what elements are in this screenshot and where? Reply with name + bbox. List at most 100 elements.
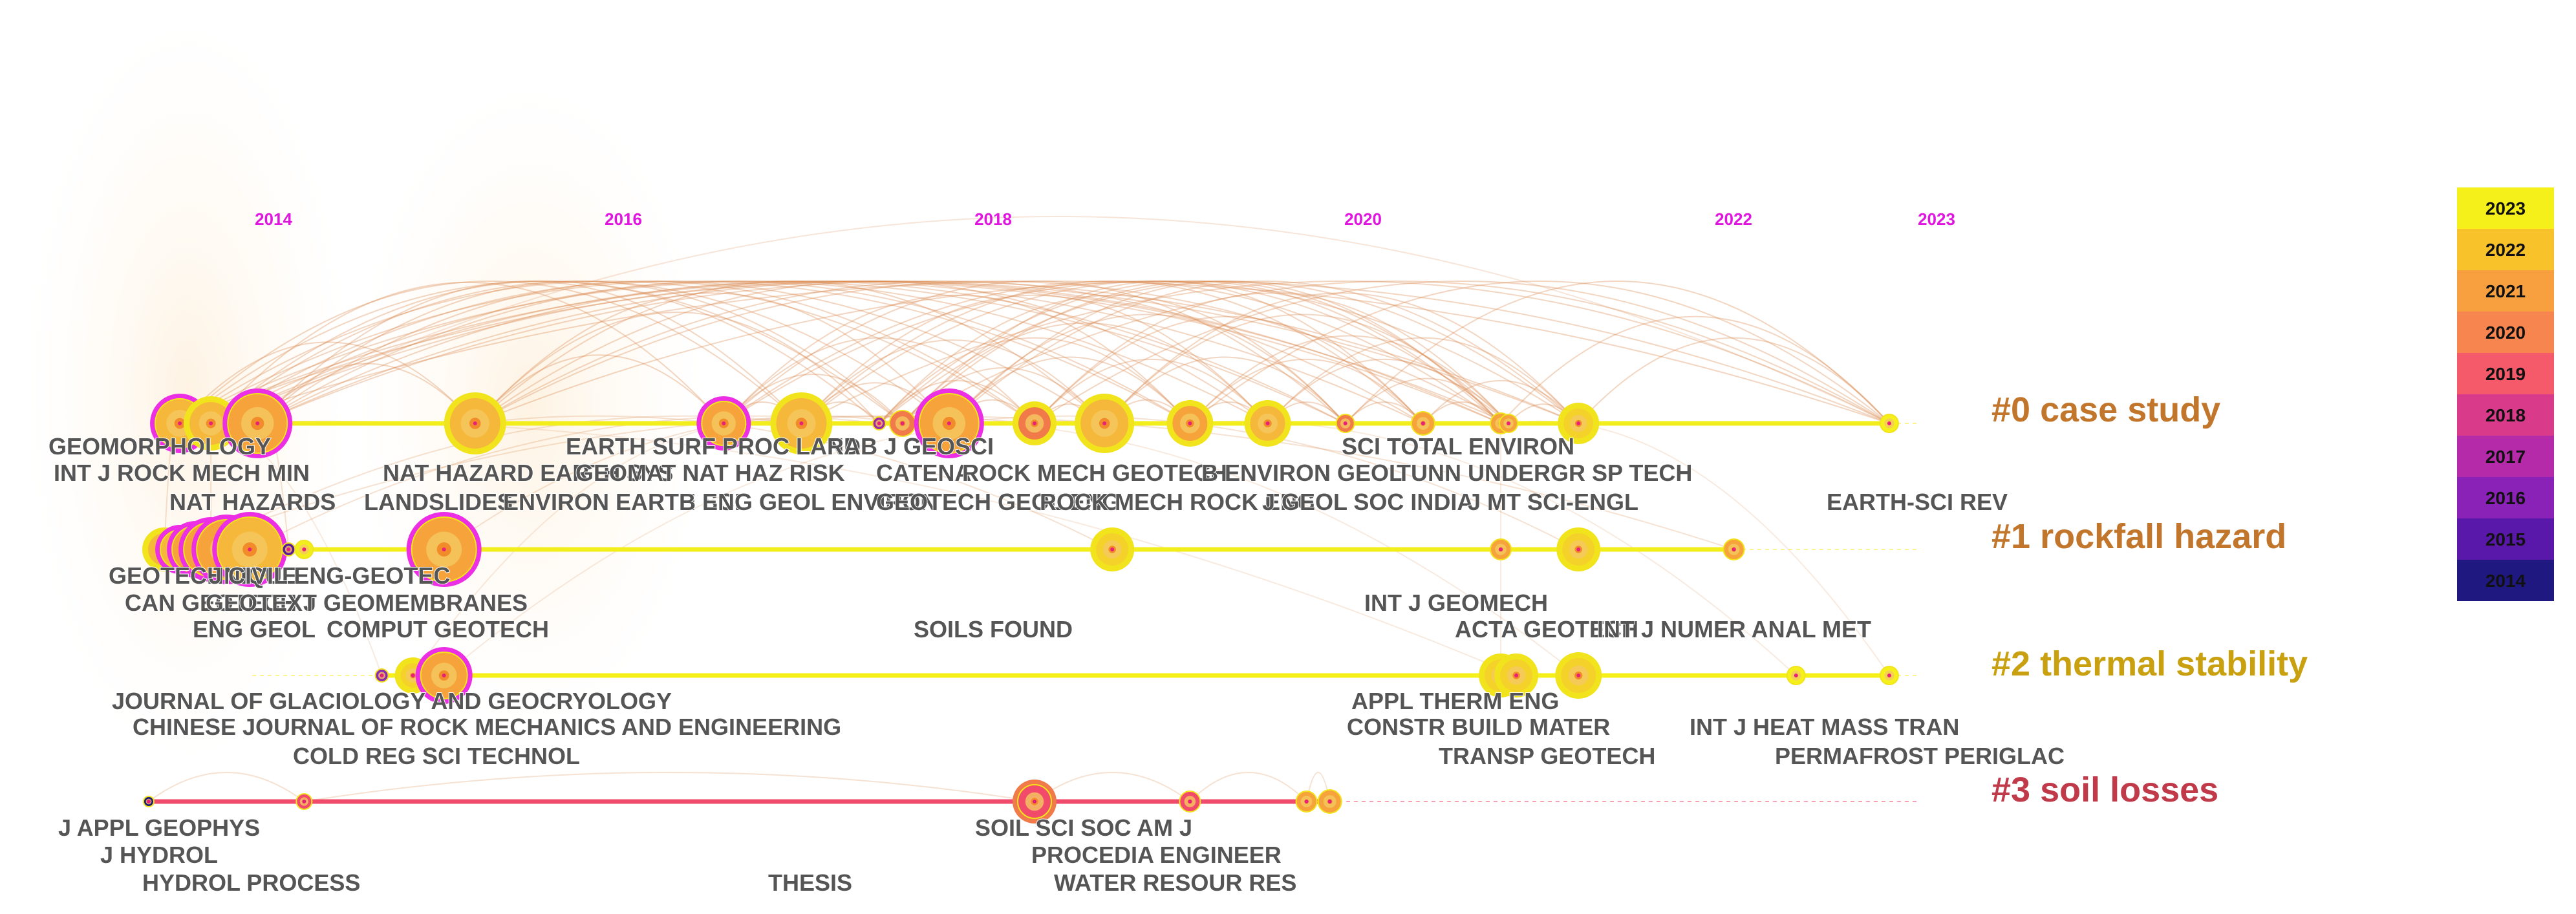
- node-label: THESIS: [768, 869, 852, 896]
- citation-arc: [723, 373, 903, 424]
- citation-arc: [257, 281, 802, 424]
- legend-swatch: [2457, 270, 2554, 312]
- year-tick: 2022: [1715, 209, 1752, 229]
- citation-node[interactable]: [294, 540, 314, 559]
- legend-year: 2020: [2485, 323, 2526, 343]
- citation-arc: [475, 281, 1424, 424]
- node-label: APPL THERM ENG: [1351, 688, 1559, 714]
- citation-arc: [902, 281, 1509, 424]
- citation-node[interactable]: [1558, 403, 1600, 444]
- citation-node[interactable]: [1494, 654, 1539, 697]
- citation-node[interactable]: [914, 388, 984, 458]
- node-label: J GEOL SOC INDIA: [1262, 489, 1474, 515]
- citation-arc: [1267, 358, 1501, 424]
- citation-arc: [179, 281, 1501, 424]
- citation-node[interactable]: [143, 796, 155, 807]
- citation-arc: [724, 415, 1734, 550]
- citation-node[interactable]: [295, 793, 313, 810]
- citation-arc: [474, 354, 725, 424]
- citation-node[interactable]: [415, 647, 473, 704]
- citation-node[interactable]: [1166, 400, 1214, 447]
- legend-year: 2014: [2485, 571, 2526, 591]
- citation-arc: [475, 281, 1509, 424]
- citation-arc: [304, 772, 1035, 802]
- node-label: INT J HEAT MASS TRAN: [1690, 714, 1959, 740]
- citation-node[interactable]: [1556, 527, 1601, 571]
- citation-arc: [723, 337, 1035, 424]
- node-label: J MT SCI-ENGL: [1468, 489, 1638, 515]
- cluster-labels: #0 case study #1 rockfall hazard #2 ther…: [1991, 390, 2308, 809]
- citation-arc: [210, 281, 1509, 424]
- citation-arc: [1422, 401, 1501, 424]
- citation-arc: [723, 281, 1501, 424]
- citation-arc: [1189, 281, 1890, 424]
- citation-node[interactable]: [696, 396, 751, 451]
- citation-node[interactable]: [1723, 538, 1745, 560]
- node-label: PROCEDIA ENGINEER: [1031, 842, 1282, 868]
- node-label: GEOMAT NAT HAZ RISK: [575, 460, 845, 486]
- citation-node[interactable]: [1317, 789, 1342, 814]
- citation-arc: [257, 281, 1579, 424]
- node-layer: [142, 388, 1899, 824]
- citation-node[interactable]: [1179, 791, 1201, 813]
- citation-node[interactable]: [1075, 394, 1135, 453]
- node-label: COMPUT GEOTECH: [327, 616, 549, 643]
- node-label: SCI TOTAL ENVIRON: [1342, 433, 1574, 460]
- citation-arc: [723, 281, 1346, 424]
- node-label: ENG GEOL: [193, 616, 316, 643]
- citation-node[interactable]: [888, 410, 916, 437]
- citation-node[interactable]: [1786, 666, 1806, 685]
- citation-arc: [179, 281, 1346, 424]
- citation-arc: [1500, 315, 1890, 424]
- citation-node[interactable]: [1555, 652, 1602, 699]
- citation-node[interactable]: [1879, 666, 1899, 685]
- citation-arc: [179, 341, 476, 424]
- citation-arc: [800, 281, 1509, 424]
- citation-arc: [878, 294, 1346, 424]
- node-label: ROCK MECH ROCK ENG: [1040, 489, 1315, 515]
- citation-node[interactable]: [444, 392, 506, 454]
- legend-year: 2016: [2485, 488, 2526, 508]
- citation-node[interactable]: [872, 416, 886, 430]
- node-label: COLD REG SCI TECHNOL: [293, 743, 580, 769]
- citation-node[interactable]: [406, 512, 482, 587]
- citation-node[interactable]: [184, 396, 239, 451]
- citation-node[interactable]: [1090, 527, 1135, 571]
- citation-node[interactable]: [1879, 414, 1899, 433]
- citation-node[interactable]: [281, 542, 296, 557]
- legend-year: 2021: [2485, 281, 2526, 301]
- citation-arc: [1267, 337, 1579, 424]
- legend-swatch: [2457, 229, 2554, 270]
- citation-arc: [1578, 337, 1890, 424]
- year-tick: 2018: [974, 209, 1012, 229]
- citation-node[interactable]: [770, 392, 833, 454]
- citation-arc: [210, 281, 1269, 424]
- citation-node[interactable]: [1499, 414, 1519, 433]
- citation-node[interactable]: [1013, 401, 1057, 445]
- citation-node[interactable]: [1295, 791, 1318, 813]
- legend-year: 2017: [2485, 447, 2526, 467]
- citation-arc: [210, 281, 950, 424]
- legend-swatch: [2457, 394, 2554, 436]
- node-label: INT J ROCK MECH MIN: [54, 460, 310, 486]
- citation-arc: [878, 281, 1501, 424]
- citation-node[interactable]: [1013, 780, 1057, 824]
- citation-arc: [801, 281, 1890, 424]
- node-label: PERMAFROST PERIGLAC: [1775, 743, 2065, 769]
- citation-arc: [949, 281, 1501, 424]
- node-label: SOIL SCI SOC AM J: [975, 814, 1192, 841]
- citation-node[interactable]: [374, 668, 389, 683]
- node-label: INT J GEOMECH: [1364, 590, 1548, 616]
- citation-node[interactable]: [212, 512, 288, 587]
- citation-node[interactable]: [1410, 411, 1435, 436]
- citation-node[interactable]: [1490, 538, 1512, 560]
- node-label: EARTH-SCI REV: [1827, 489, 2008, 515]
- node-label: GEOTEXT GEOMEMBRANES: [206, 590, 528, 616]
- citation-node[interactable]: [222, 388, 293, 458]
- node-label: NAT HAZARD EARTH SYS: [383, 460, 673, 486]
- legend-swatch: [2457, 312, 2554, 353]
- citation-arc: [1344, 281, 1890, 424]
- citation-node[interactable]: [1335, 414, 1355, 433]
- citation-arc: [1104, 292, 1579, 424]
- citation-node[interactable]: [1244, 400, 1291, 447]
